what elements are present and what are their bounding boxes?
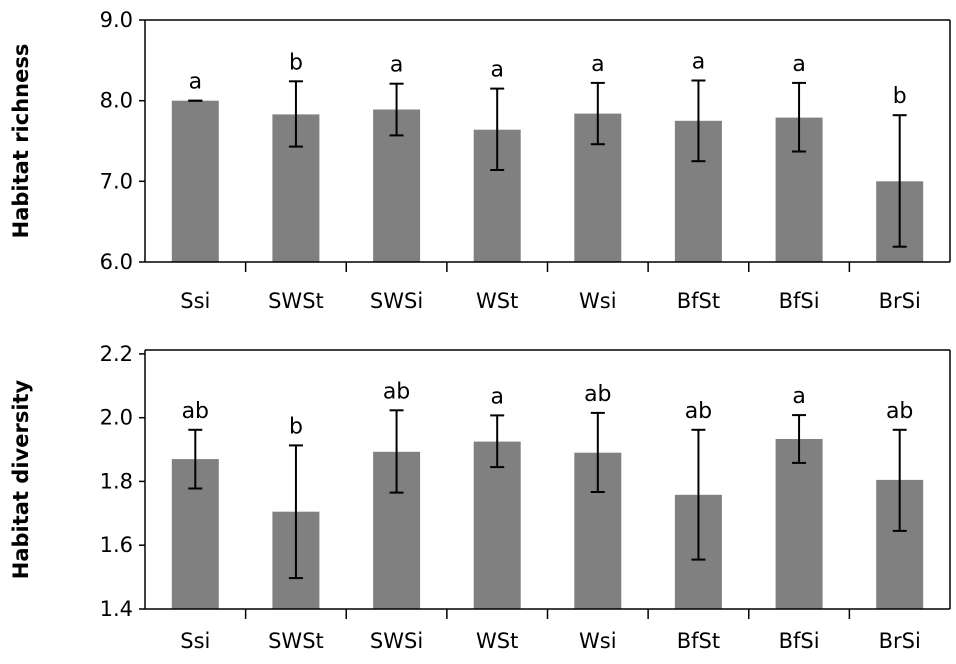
category-label-diversity-Wsi: Wsi xyxy=(579,629,617,653)
significance-label-diversity-BrSi: ab xyxy=(886,399,913,424)
significance-label-diversity-BfSt: ab xyxy=(685,399,712,424)
category-label-diversity-WSt: WSt xyxy=(476,629,518,653)
significance-label-diversity-Wsi: ab xyxy=(584,382,611,407)
bar-richness-Ssi xyxy=(171,100,219,262)
category-label-richness-BrSi: BrSi xyxy=(879,289,921,313)
category-label-richness-SWSt: SWSt xyxy=(268,289,324,313)
significance-label-richness-BfSi: a xyxy=(792,52,805,77)
category-label-richness-Ssi: Ssi xyxy=(180,289,210,313)
category-label-diversity-BrSi: BrSi xyxy=(879,629,921,653)
significance-label-diversity-Ssi: ab xyxy=(182,399,209,424)
significance-label-richness-SWSi: a xyxy=(390,53,403,78)
category-label-richness-WSt: WSt xyxy=(476,289,518,313)
significance-label-richness-BfSt: a xyxy=(692,50,705,75)
y-tick-label-richness: 7.0 xyxy=(100,169,133,193)
bar-diversity-WSt xyxy=(473,441,521,609)
bar-diversity-BfSi xyxy=(775,439,823,609)
y-tick-label-richness: 9.0 xyxy=(100,8,133,32)
category-label-richness-SWSi: SWSi xyxy=(370,289,423,313)
significance-label-richness-WSt: a xyxy=(490,58,503,83)
significance-label-richness-SWSt: b xyxy=(289,50,303,75)
category-label-diversity-Ssi: Ssi xyxy=(180,629,210,653)
y-axis-title-richness: Habitat richness xyxy=(9,44,33,239)
habitat-diversity-panel: ab Ssi b SWSt ab SWSi a WSt ab Wsi ab BfSt a BfSi ab Br… xyxy=(9,342,951,653)
significance-label-richness-Ssi: a xyxy=(189,70,202,95)
y-tick-label-richness: 6.0 xyxy=(100,250,133,274)
category-label-richness-Wsi: Wsi xyxy=(579,289,617,313)
significance-label-diversity-BfSi: a xyxy=(792,384,805,409)
y-tick-label-diversity: 2.0 xyxy=(100,406,133,430)
y-tick-label-diversity: 1.4 xyxy=(100,597,133,621)
category-label-richness-BfSi: BfSi xyxy=(779,289,820,313)
y-tick-label-diversity: 1.8 xyxy=(100,469,133,493)
significance-label-diversity-SWSt: b xyxy=(289,414,303,439)
habitat-richness-panel: a Ssi b SWSt a SWSi a WSt a Wsi a BfSt a BfSi b BrSi 6.0… xyxy=(9,8,951,313)
y-tick-label-diversity: 1.6 xyxy=(100,533,133,557)
y-tick-label-richness: 8.0 xyxy=(100,89,133,113)
category-label-diversity-SWSi: SWSi xyxy=(370,629,423,653)
category-label-diversity-BfSt: BfSt xyxy=(677,629,720,653)
category-label-diversity-SWSt: SWSt xyxy=(268,629,324,653)
significance-label-diversity-SWSi: ab xyxy=(383,379,410,404)
y-axis-title-diversity: Habitat diversity xyxy=(9,379,33,579)
significance-label-richness-Wsi: a xyxy=(591,52,604,77)
y-tick-label-diversity: 2.2 xyxy=(100,342,133,366)
significance-label-richness-BrSi: b xyxy=(893,84,907,109)
category-label-diversity-BfSi: BfSi xyxy=(779,629,820,653)
category-label-richness-BfSt: BfSt xyxy=(677,289,720,313)
significance-label-diversity-WSt: a xyxy=(490,384,503,409)
